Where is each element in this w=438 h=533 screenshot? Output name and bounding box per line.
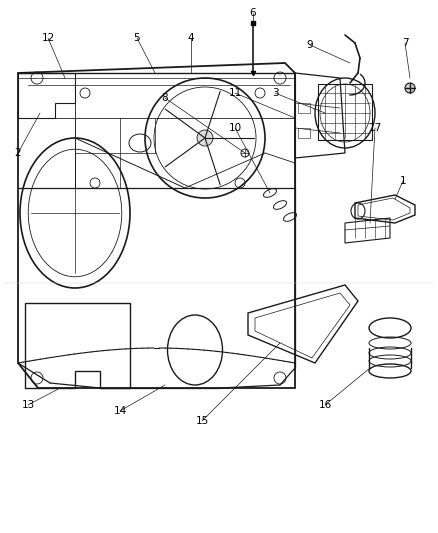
Bar <box>318 84 372 140</box>
Text: 8: 8 <box>162 93 168 103</box>
Bar <box>298 103 310 113</box>
Text: 7: 7 <box>402 38 408 48</box>
Text: 17: 17 <box>368 123 381 133</box>
Text: 16: 16 <box>318 400 332 410</box>
Text: 10: 10 <box>229 123 242 133</box>
Text: 13: 13 <box>21 400 35 410</box>
Text: 2: 2 <box>15 148 21 158</box>
Bar <box>298 128 310 138</box>
Text: 3: 3 <box>272 88 278 98</box>
Text: 4: 4 <box>188 33 194 43</box>
Text: 14: 14 <box>113 406 127 416</box>
Ellipse shape <box>405 83 415 93</box>
Circle shape <box>197 130 213 146</box>
Text: 15: 15 <box>195 416 208 426</box>
Text: 9: 9 <box>307 40 313 50</box>
Text: 11: 11 <box>228 88 242 98</box>
Text: 12: 12 <box>41 33 55 43</box>
Text: 6: 6 <box>250 8 256 18</box>
Text: 5: 5 <box>134 33 140 43</box>
Text: 1: 1 <box>400 176 406 186</box>
